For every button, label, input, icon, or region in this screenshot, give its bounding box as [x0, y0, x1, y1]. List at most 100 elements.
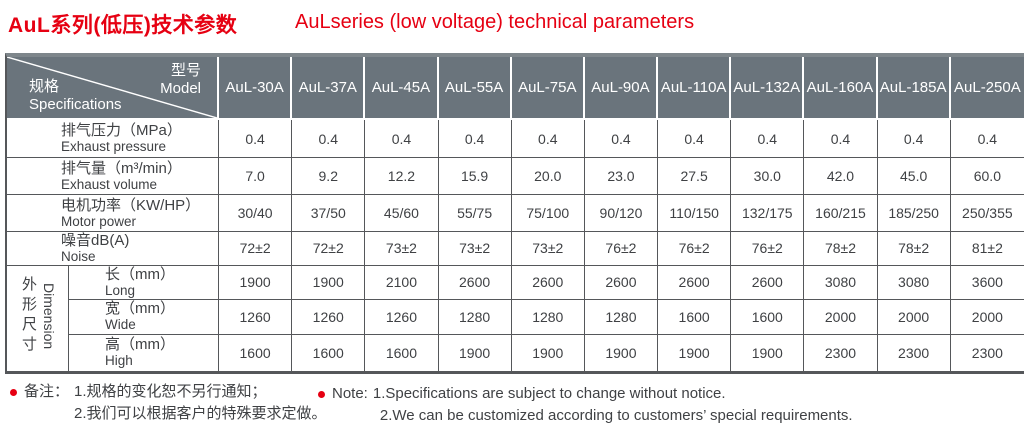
- spec-table: 型号 Model 规格 Specifications AuL-30A AuL-37…: [7, 57, 1024, 372]
- model-header: AuL-160A: [804, 57, 878, 120]
- data-cell: 1600: [658, 299, 732, 335]
- data-cell: 0.4: [950, 120, 1024, 158]
- data-cell: 160/215: [804, 195, 878, 232]
- data-cell: 60.0: [950, 158, 1024, 195]
- row-label: 高（mm） High: [69, 334, 219, 372]
- data-cell: 1280: [438, 299, 512, 335]
- data-cell: 1260: [219, 299, 293, 335]
- table-row: 电机功率（KW/HP） Motor power 30/40 37/50 45/60 55/…: [7, 195, 1024, 232]
- table-header-row: 型号 Model 规格 Specifications AuL-30A AuL-37…: [7, 57, 1024, 120]
- model-header: AuL-75A: [511, 57, 585, 120]
- table-row: 噪音dB(A) Noise 72±2 72±2 73±2 73±2 73±2 76±2 76±2…: [7, 232, 1024, 266]
- data-cell: 3600: [950, 266, 1024, 300]
- row-label: 排气量（m³/min） Exhaust volume: [7, 158, 219, 195]
- data-cell: 7.0: [219, 158, 293, 195]
- data-cell: 1600: [365, 334, 439, 372]
- row-label-cn: 高（mm）: [105, 336, 175, 354]
- row-label: 长（mm） Long: [69, 265, 219, 300]
- data-cell: 73±2: [438, 232, 512, 266]
- data-cell: 0.4: [365, 120, 439, 158]
- row-label-en: Long: [105, 283, 136, 299]
- data-cell: 81±2: [950, 232, 1024, 266]
- corner-spec-cn: 规格: [29, 78, 60, 95]
- data-cell: 0.4: [438, 120, 512, 158]
- row-label: 电机功率（KW/HP） Motor power: [7, 195, 219, 232]
- row-label: 宽（mm） Wide: [69, 299, 219, 335]
- data-cell: 2000: [877, 299, 951, 335]
- data-cell: 2100: [365, 265, 439, 300]
- data-cell: 1900: [731, 334, 805, 372]
- row-label-en: Exhaust volume: [61, 176, 158, 192]
- model-header: AuL-250A: [950, 57, 1024, 120]
- data-cell: 0.4: [219, 120, 293, 158]
- data-cell: 42.0: [804, 158, 878, 195]
- data-cell: 2300: [804, 334, 878, 372]
- data-cell: 0.4: [731, 120, 805, 158]
- data-cell: 0.4: [511, 120, 585, 158]
- data-cell: 2600: [584, 265, 659, 300]
- data-cell: 2600: [511, 265, 585, 300]
- data-cell: 3080: [877, 265, 951, 300]
- row-label-en: Exhaust pressure: [61, 139, 167, 155]
- data-cell: 78±2: [804, 232, 878, 266]
- page-title-chinese: AuL系列(低压)技术参数: [8, 14, 238, 37]
- dimension-label-en: Dimension: [41, 282, 57, 349]
- data-cell: 1900: [219, 265, 293, 300]
- note-english-lines: 1.Specifications are subject to change w…: [373, 383, 853, 427]
- corner-model-label: 型号 Model: [160, 62, 201, 98]
- data-cell: 45.0: [877, 158, 951, 195]
- data-cell: 55/75: [438, 195, 512, 232]
- data-cell: 185/250: [877, 195, 951, 232]
- data-cell: 37/50: [292, 195, 366, 232]
- table-row: 排气压力（MPa） Exhaust pressure 0.4 0.4 0.4 0.4 0.4…: [7, 120, 1024, 158]
- data-cell: 3080: [804, 265, 878, 300]
- data-cell: 1900: [438, 334, 512, 372]
- table-row: 外形尺寸 Dimension 长（mm） Long 1900 1900 2100 2600 26…: [7, 265, 1024, 372]
- row-label-cn: 长（mm）: [105, 265, 175, 283]
- data-cell: 23.0: [584, 158, 659, 195]
- note-chinese-lines: 1.规格的变化恕不另行通知； 2.我们可以根据客户的特殊要求定做。: [74, 381, 327, 425]
- dimension-label-inner: 外形尺寸 Dimension: [18, 276, 57, 356]
- data-cell: 0.4: [877, 120, 951, 158]
- note-english-label: Note:: [332, 385, 368, 402]
- note-line: 1.规格的变化恕不另行通知；: [74, 383, 267, 400]
- row-label: 噪音dB(A) Noise: [7, 232, 219, 266]
- data-cell: 73±2: [511, 232, 585, 266]
- data-cell: 1600: [731, 299, 805, 335]
- data-cell: 1900: [584, 334, 659, 372]
- row-label-en: Motor power: [61, 213, 137, 229]
- dimension-group-label: 外形尺寸 Dimension: [7, 265, 69, 372]
- note-bullet-icon: [318, 391, 325, 398]
- corner-cell: 型号 Model 规格 Specifications: [7, 57, 219, 120]
- data-cell: 12.2: [365, 158, 439, 195]
- model-header: AuL-132A: [731, 57, 805, 120]
- data-cell: 250/355: [950, 195, 1024, 232]
- model-header: AuL-37A: [292, 57, 366, 120]
- data-cell: 72±2: [219, 232, 293, 266]
- note-bullet-icon: [10, 389, 17, 396]
- data-cell: 132/175: [731, 195, 805, 232]
- table-row: 宽（mm） Wide 1260 1260 1260 1280 1280 1280 1600 160…: [7, 299, 1024, 335]
- diagonal-divider: [7, 57, 217, 118]
- data-cell: 9.2: [292, 158, 366, 195]
- corner-spec-label: 规格 Specifications: [29, 78, 122, 114]
- data-cell: 2000: [804, 299, 878, 335]
- model-header: AuL-45A: [365, 57, 439, 120]
- corner-spec-en: Specifications: [29, 96, 122, 113]
- data-cell: 73±2: [365, 232, 439, 266]
- data-cell: 78±2: [877, 232, 951, 266]
- data-cell: 1900: [511, 334, 585, 372]
- page-title-english: AuLseries (low voltage) technical parame…: [295, 11, 695, 33]
- note-line: 2.We can be customized according to cust…: [379, 407, 853, 424]
- data-cell: 75/100: [511, 195, 585, 232]
- data-cell: 1900: [292, 265, 366, 300]
- table-row: 高（mm） High 1600 1600 1600 1900 1900 1900 1900 190…: [7, 334, 1024, 372]
- data-cell: 30.0: [731, 158, 805, 195]
- data-cell: 2600: [731, 265, 805, 300]
- data-cell: 30/40: [219, 195, 293, 232]
- data-cell: 1280: [511, 299, 585, 335]
- data-cell: 1260: [292, 299, 366, 335]
- row-label-cn: 宽（mm）: [105, 300, 175, 318]
- table-row: 排气量（m³/min） Exhaust volume 7.0 9.2 12.2 15.9 2…: [7, 158, 1024, 195]
- data-cell: 0.4: [658, 120, 732, 158]
